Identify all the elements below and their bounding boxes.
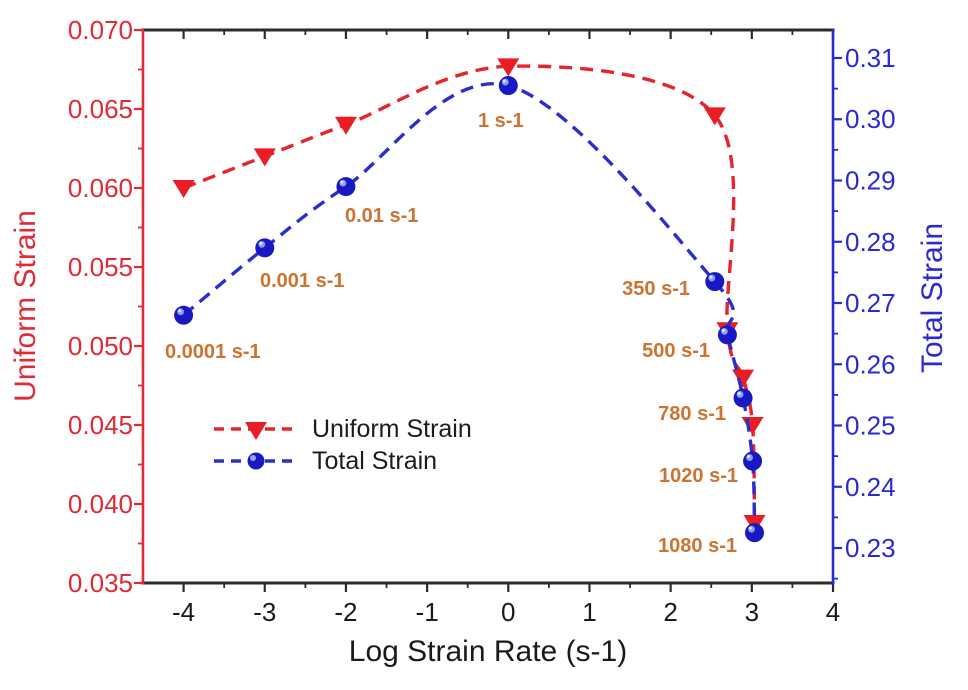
left-tick-label: 0.035 — [68, 568, 133, 598]
x-tick-label: -3 — [253, 597, 276, 627]
left-axis-title: Uniform Strain — [9, 210, 42, 402]
right-tick-label: 0.26 — [845, 349, 896, 379]
rate-annotation: 0.01 s-1 — [345, 205, 418, 227]
legend-item-uniform-strain: Uniform Strain — [212, 413, 472, 445]
right-tick-label: 0.29 — [845, 166, 896, 196]
circle-marker — [745, 523, 765, 543]
left-tick-label: 0.065 — [68, 94, 133, 124]
circle-marker — [174, 305, 194, 325]
left-tick-label: 0.070 — [68, 15, 133, 45]
right-tick-label: 0.27 — [845, 288, 896, 318]
rate-annotation: 500 s-1 — [642, 340, 710, 362]
x-tick-label: -1 — [416, 597, 439, 627]
circle-marker-glint — [721, 328, 725, 332]
legend-total-strain-marker-icon — [214, 452, 298, 470]
right-tick-label: 0.25 — [845, 411, 896, 441]
circle-marker-glint — [749, 526, 753, 530]
right-tick-label: 0.28 — [845, 227, 896, 257]
circle-marker — [733, 388, 753, 408]
rate-annotations: 0.0001 s-1 0.001 s-1 0.01 s-1 1 s-1 350 s-1 5… — [165, 110, 738, 557]
circle-marker-glint — [737, 391, 741, 395]
x-axis: -4 -3 -2 -1 0 1 2 3 4 — [172, 30, 840, 627]
triangle-down-marker — [172, 180, 195, 198]
x-tick-label: 1 — [582, 597, 596, 627]
rate-annotation: 1 s-1 — [478, 110, 524, 132]
circle-marker-glint — [709, 275, 713, 279]
legend-item-total-strain: Total Strain — [212, 445, 472, 477]
rate-annotation: 1020 s-1 — [659, 465, 738, 487]
triangle-down-marker — [334, 116, 357, 135]
legend-circle-icon — [247, 452, 265, 470]
triangle-down-marker — [253, 148, 276, 167]
left-axis: 0.035 0.040 0.045 0.050 0.055 0.060 0.065 0.070 — [68, 15, 145, 598]
triangle-down-marker — [732, 369, 755, 388]
circle-marker — [336, 177, 356, 197]
x-tick-label: -2 — [334, 597, 357, 627]
circle-marker — [498, 76, 518, 96]
series-total-strain — [174, 76, 765, 543]
x-tick-label: -4 — [172, 597, 195, 627]
circle-marker-glint — [259, 241, 263, 245]
legend-uniform-strain-marker-icon — [214, 422, 298, 440]
legend-circle-highlight — [250, 455, 256, 461]
series-total-strain-line — [182, 82, 757, 533]
x-tick-label: 0 — [501, 597, 515, 627]
right-axis: 0.23 0.24 0.25 0.26 0.27 0.28 0.29 0.30 0.31 — [831, 28, 896, 585]
left-tick-label: 0.060 — [68, 173, 133, 203]
legend-label-total-strain: Total Strain — [312, 446, 438, 475]
right-tick-label: 0.24 — [845, 472, 896, 502]
circle-marker — [717, 325, 737, 345]
left-tick-label: 0.050 — [68, 331, 133, 361]
right-tick-label: 0.31 — [845, 43, 896, 73]
triangle-down-marker — [741, 417, 764, 435]
circle-marker — [255, 238, 275, 258]
right-tick-label: 0.23 — [845, 533, 896, 563]
left-tick-label: 0.055 — [68, 252, 133, 282]
circle-marker-glint — [502, 79, 506, 83]
triangle-down-marker — [703, 107, 726, 126]
rate-annotation: 780 s-1 — [658, 403, 726, 425]
legend: Uniform Strain Total Strain — [212, 413, 472, 477]
circle-marker — [743, 451, 763, 471]
x-tick-label: 2 — [663, 597, 677, 627]
x-tick-label: 4 — [826, 597, 840, 627]
rate-annotation: 0.0001 s-1 — [165, 341, 261, 363]
triangle-down-marker — [497, 58, 520, 77]
right-axis-title: Total Strain — [916, 222, 949, 374]
x-tick-label: 3 — [745, 597, 759, 627]
left-tick-label: 0.040 — [68, 489, 133, 519]
frame-axes — [141, 28, 835, 585]
x-axis-title: Log Strain Rate (s-1) — [348, 635, 628, 668]
rate-annotation: 0.001 s-1 — [260, 270, 345, 292]
rate-annotation: 1080 s-1 — [658, 535, 737, 557]
circle-marker — [705, 272, 725, 292]
legend-label-uniform-strain: Uniform Strain — [312, 414, 472, 443]
circle-marker-glint — [178, 309, 182, 313]
right-tick-label: 0.30 — [845, 104, 896, 134]
left-tick-label: 0.045 — [68, 410, 133, 440]
legend-triangle-down-icon — [245, 422, 267, 440]
circle-marker-glint — [747, 455, 751, 459]
rate-annotation: 350 s-1 — [622, 278, 690, 300]
circle-marker-glint — [340, 180, 344, 184]
